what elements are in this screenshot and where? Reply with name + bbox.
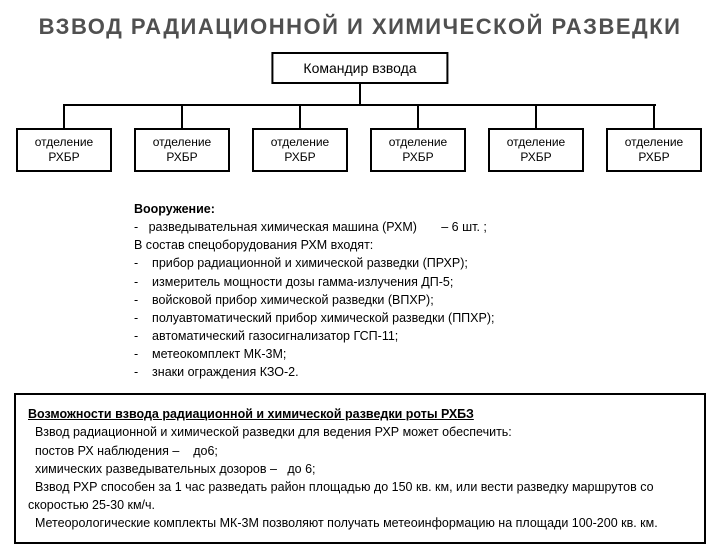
unit-line2: РХБР <box>256 150 344 165</box>
unit-line2: РХБР <box>492 150 580 165</box>
unit-box: отделениеРХБР <box>252 128 348 172</box>
unit-line1: отделение <box>374 135 462 150</box>
connector-drop <box>417 104 419 128</box>
unit-box: отделениеРХБР <box>370 128 466 172</box>
unit-box: отделениеРХБР <box>488 128 584 172</box>
unit-box: отделениеРХБР <box>134 128 230 172</box>
capabilities-heading: Возможности взвода радиационной и химиче… <box>28 407 474 421</box>
unit-line1: отделение <box>256 135 344 150</box>
unit-box: отделениеРХБР <box>16 128 112 172</box>
connector-drop <box>653 104 655 128</box>
unit-line1: отделение <box>610 135 698 150</box>
unit-line2: РХБР <box>610 150 698 165</box>
equipment-line: - знаки ограждения КЗО-2. <box>134 363 706 381</box>
equipment-line: - прибор радиационной и химической разве… <box>134 254 706 272</box>
capabilities-block: Возможности взвода радиационной и химиче… <box>14 393 706 544</box>
connector-drop <box>535 104 537 128</box>
capabilities-line: Метеорологические комплекты МК-3М позвол… <box>28 514 692 532</box>
connector-vertical <box>359 82 361 104</box>
connector-drop <box>299 104 301 128</box>
org-chart: Командир взвода отделениеРХБРотделениеРХ… <box>14 52 706 192</box>
equipment-line: - автоматический газосигнализатор ГСП-11… <box>134 327 706 345</box>
unit-line2: РХБР <box>20 150 108 165</box>
connector-drop <box>181 104 183 128</box>
capabilities-line: Взвод РХР способен за 1 час разведать ра… <box>28 478 692 514</box>
equipment-line: - разведывательная химическая машина (РХ… <box>134 218 706 236</box>
unit-line2: РХБР <box>138 150 226 165</box>
unit-line1: отделение <box>138 135 226 150</box>
commander-box: Командир взвода <box>271 52 448 84</box>
equipment-line: - войсковой прибор химической разведки (… <box>134 291 706 309</box>
connector-drop <box>63 104 65 128</box>
capabilities-line: Взвод радиационной и химической разведки… <box>28 423 692 441</box>
unit-line2: РХБР <box>374 150 462 165</box>
unit-box: отделениеРХБР <box>606 128 702 172</box>
unit-line1: отделение <box>20 135 108 150</box>
equipment-line: - метеокомплект МК-3М; <box>134 345 706 363</box>
equipment-line: В состав спецоборудования РХМ входят: <box>134 236 706 254</box>
capabilities-line: химических разведывательных дозоров – до… <box>28 460 692 478</box>
equipment-line: - полуавтоматический прибор химической р… <box>134 309 706 327</box>
equipment-heading: Вооружение: <box>134 200 706 218</box>
unit-line1: отделение <box>492 135 580 150</box>
page-title: ВЗВОД РАДИАЦИОННОЙ И ХИМИЧЕСКОЙ РАЗВЕДКИ <box>14 14 706 40</box>
equipment-line: - измеритель мощности дозы гамма-излучен… <box>134 273 706 291</box>
connector-horizontal <box>64 104 656 106</box>
equipment-block: Вооружение: - разведывательная химическа… <box>134 200 706 381</box>
capabilities-line: постов РХ наблюдения – до6; <box>28 442 692 460</box>
